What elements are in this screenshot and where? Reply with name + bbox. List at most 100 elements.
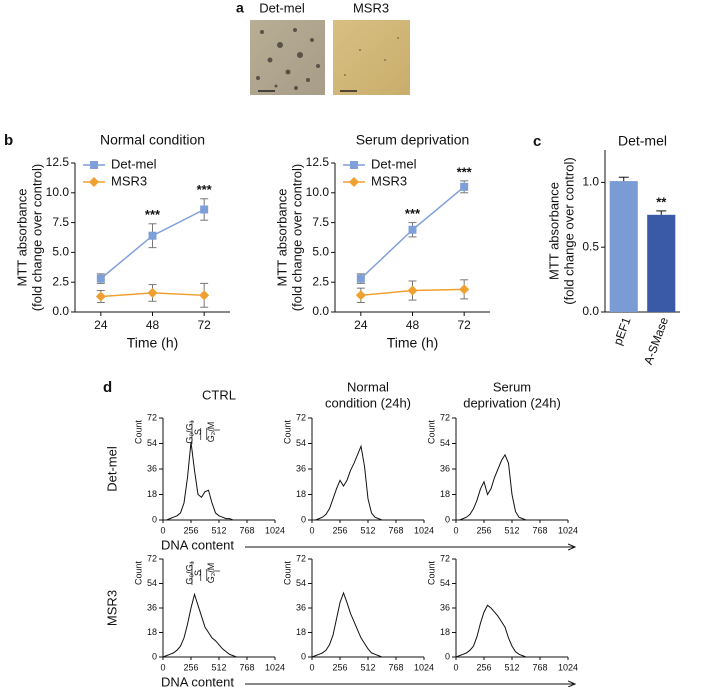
histogram-curve <box>311 591 424 658</box>
y-axis-label: MTT absorbance <box>546 182 561 280</box>
x-tick-label: 72 <box>197 318 211 332</box>
gate-label: G₀/G₁ <box>185 420 195 443</box>
chart-title: Serum deprivation <box>356 132 470 148</box>
x-tick-label: 768 <box>532 525 547 535</box>
x-tick-label: 24 <box>94 318 108 332</box>
cells <box>256 28 320 90</box>
y-tick-label: 72 <box>147 412 157 422</box>
y-tick-label: 5.0 <box>312 245 329 259</box>
y-tick-label: 18 <box>440 627 450 637</box>
marker <box>355 290 366 301</box>
marker <box>147 287 158 298</box>
marker <box>199 290 210 301</box>
y-tick-label: 54 <box>296 438 306 448</box>
y-tick-label: 72 <box>296 412 306 422</box>
y-axis-label: (fold change over control) <box>29 164 44 311</box>
marker <box>349 177 359 187</box>
legend-label: Det-mel <box>111 156 157 171</box>
y-tick-label: 72 <box>296 553 306 563</box>
x-tick-label: 256 <box>183 525 198 535</box>
y-tick-label: 36 <box>147 602 157 612</box>
y-tick-label: 7.5 <box>52 215 69 229</box>
y-axis-label: Count <box>133 420 143 445</box>
panel-label: d <box>103 379 112 396</box>
marker <box>90 161 98 169</box>
x-tick-label: 768 <box>239 525 254 535</box>
x-tick-label: 768 <box>388 525 403 535</box>
x-tick-label: 768 <box>532 662 547 672</box>
row-label: MSR3 <box>104 590 119 626</box>
x-tick-label: pEF1 <box>611 315 634 347</box>
marker <box>407 285 418 296</box>
significance: *** <box>145 207 161 222</box>
histogram-curve <box>163 442 275 521</box>
x-tick-label: 768 <box>388 662 403 672</box>
y-tick-label: 0.0 <box>52 304 69 318</box>
x-tick-label: 0 <box>453 662 458 672</box>
legend-label: MSR3 <box>371 173 407 188</box>
x-tick-label: 256 <box>332 525 347 535</box>
marker <box>356 274 365 283</box>
y-tick-label: 10.0 <box>306 185 330 199</box>
y-axis-label: MTT absorbance <box>274 188 289 286</box>
y-tick-label: 36 <box>296 602 306 612</box>
y-axis-label: (fold change over control) <box>289 164 304 311</box>
y-tick-label: 36 <box>440 602 450 612</box>
gate-label: G₀/G₁ <box>185 561 195 584</box>
row-label: Det-mel <box>104 446 119 492</box>
x-tick-label: 512 <box>504 525 519 535</box>
y-tick-label: 5.0 <box>52 245 69 259</box>
y-tick-label: 2.5 <box>52 274 69 288</box>
x-axis-label: DNA content <box>161 537 234 552</box>
histogram-curve <box>456 453 568 521</box>
marker <box>95 291 106 302</box>
gate-label: S <box>193 429 203 435</box>
legend-label: MSR3 <box>111 173 147 188</box>
y-tick-label: 0.0 <box>582 304 599 318</box>
x-tick-label: 0 <box>309 525 314 535</box>
y-axis-label: Count <box>426 420 436 445</box>
y-tick-label: 72 <box>440 412 450 422</box>
y-tick-label: 2.5 <box>312 274 329 288</box>
image-label: Det-mel <box>259 0 305 15</box>
marker <box>96 274 105 283</box>
y-tick-label: 18 <box>147 627 157 637</box>
chart-title: Normal condition <box>100 132 205 148</box>
significance: *** <box>457 164 473 179</box>
bar <box>647 214 676 312</box>
y-tick-label: 0.0 <box>312 304 329 318</box>
x-tick-label: 48 <box>406 318 420 332</box>
x-axis-label: Time (h) <box>387 335 439 351</box>
x-tick-label: 1024 <box>265 525 285 535</box>
y-tick-label: 0 <box>152 651 157 661</box>
x-tick-label: 24 <box>354 318 368 332</box>
y-tick-label: 36 <box>296 463 306 473</box>
histogram-curve <box>162 592 275 658</box>
y-tick-label: 54 <box>147 438 157 448</box>
y-axis-label: (fold change over control) <box>561 157 576 304</box>
y-axis-label: MTT absorbance <box>14 188 29 286</box>
marker <box>200 205 209 214</box>
x-tick-label: 0 <box>160 525 165 535</box>
x-tick-label: 256 <box>332 662 347 672</box>
significance: *** <box>405 206 421 221</box>
significance: ** <box>656 194 667 209</box>
x-tick-label: 512 <box>211 525 226 535</box>
column-title: Serum <box>493 379 531 394</box>
x-tick-label: 48 <box>146 318 160 332</box>
x-tick-label: 72 <box>457 318 471 332</box>
y-axis-label: Count <box>282 561 292 586</box>
x-tick-label: 1024 <box>558 662 578 672</box>
y-tick-label: 0 <box>445 651 450 661</box>
marker <box>459 284 470 295</box>
panel-label: b <box>4 132 13 149</box>
x-tick-label: 512 <box>360 525 375 535</box>
x-tick-label: 256 <box>476 662 491 672</box>
chart-title: Det-mel <box>618 133 667 149</box>
y-tick-label: 72 <box>440 553 450 563</box>
cells <box>344 37 399 76</box>
micrograph <box>333 20 410 95</box>
x-tick-label: 256 <box>183 662 198 672</box>
y-tick-label: 18 <box>147 489 157 499</box>
marker <box>89 177 99 187</box>
